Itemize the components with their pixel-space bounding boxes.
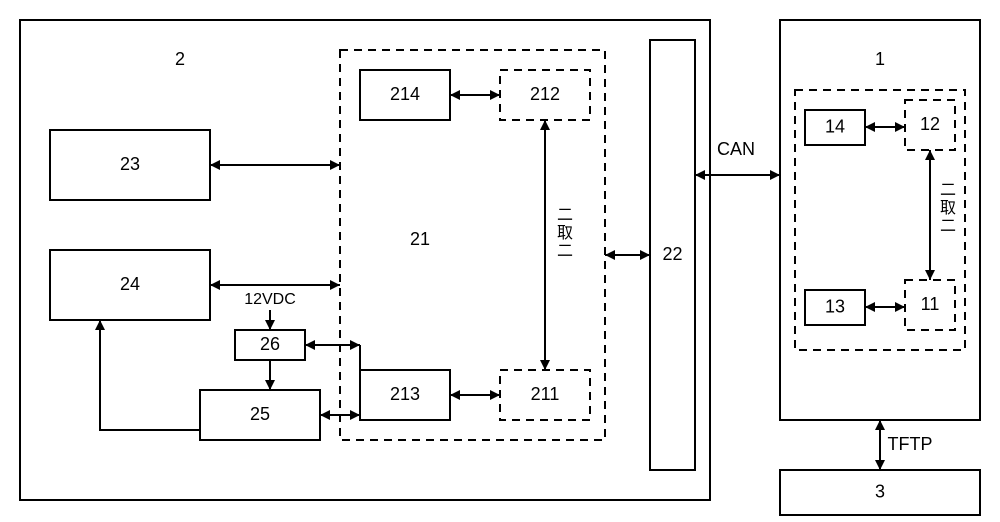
label-21: 21 <box>410 229 430 249</box>
label-2oo2-right: 二取二 <box>940 182 956 235</box>
label-3: 3 <box>875 481 885 501</box>
label-212: 212 <box>530 84 560 104</box>
label-214: 214 <box>390 84 420 104</box>
label-can: CAN <box>717 139 755 159</box>
diagram-canvas: 21212223242625214213212211141213113CANTF… <box>0 0 1000 522</box>
label-11: 11 <box>921 294 940 314</box>
label-26: 26 <box>260 334 280 354</box>
label-22: 22 <box>662 244 682 264</box>
label-23: 23 <box>120 154 140 174</box>
label-tftp: TFTP <box>888 434 933 454</box>
label-2: 2 <box>175 49 185 69</box>
label-14: 14 <box>825 116 845 136</box>
label-12vdc: 12VDC <box>244 291 296 308</box>
label-1: 1 <box>875 49 885 69</box>
label-12: 12 <box>920 114 940 134</box>
label-2oo2-left: 二取二 <box>557 207 573 260</box>
label-13: 13 <box>825 296 845 316</box>
label-211: 211 <box>531 384 560 404</box>
label-25: 25 <box>250 404 270 424</box>
label-213: 213 <box>390 384 420 404</box>
label-24: 24 <box>120 274 140 294</box>
